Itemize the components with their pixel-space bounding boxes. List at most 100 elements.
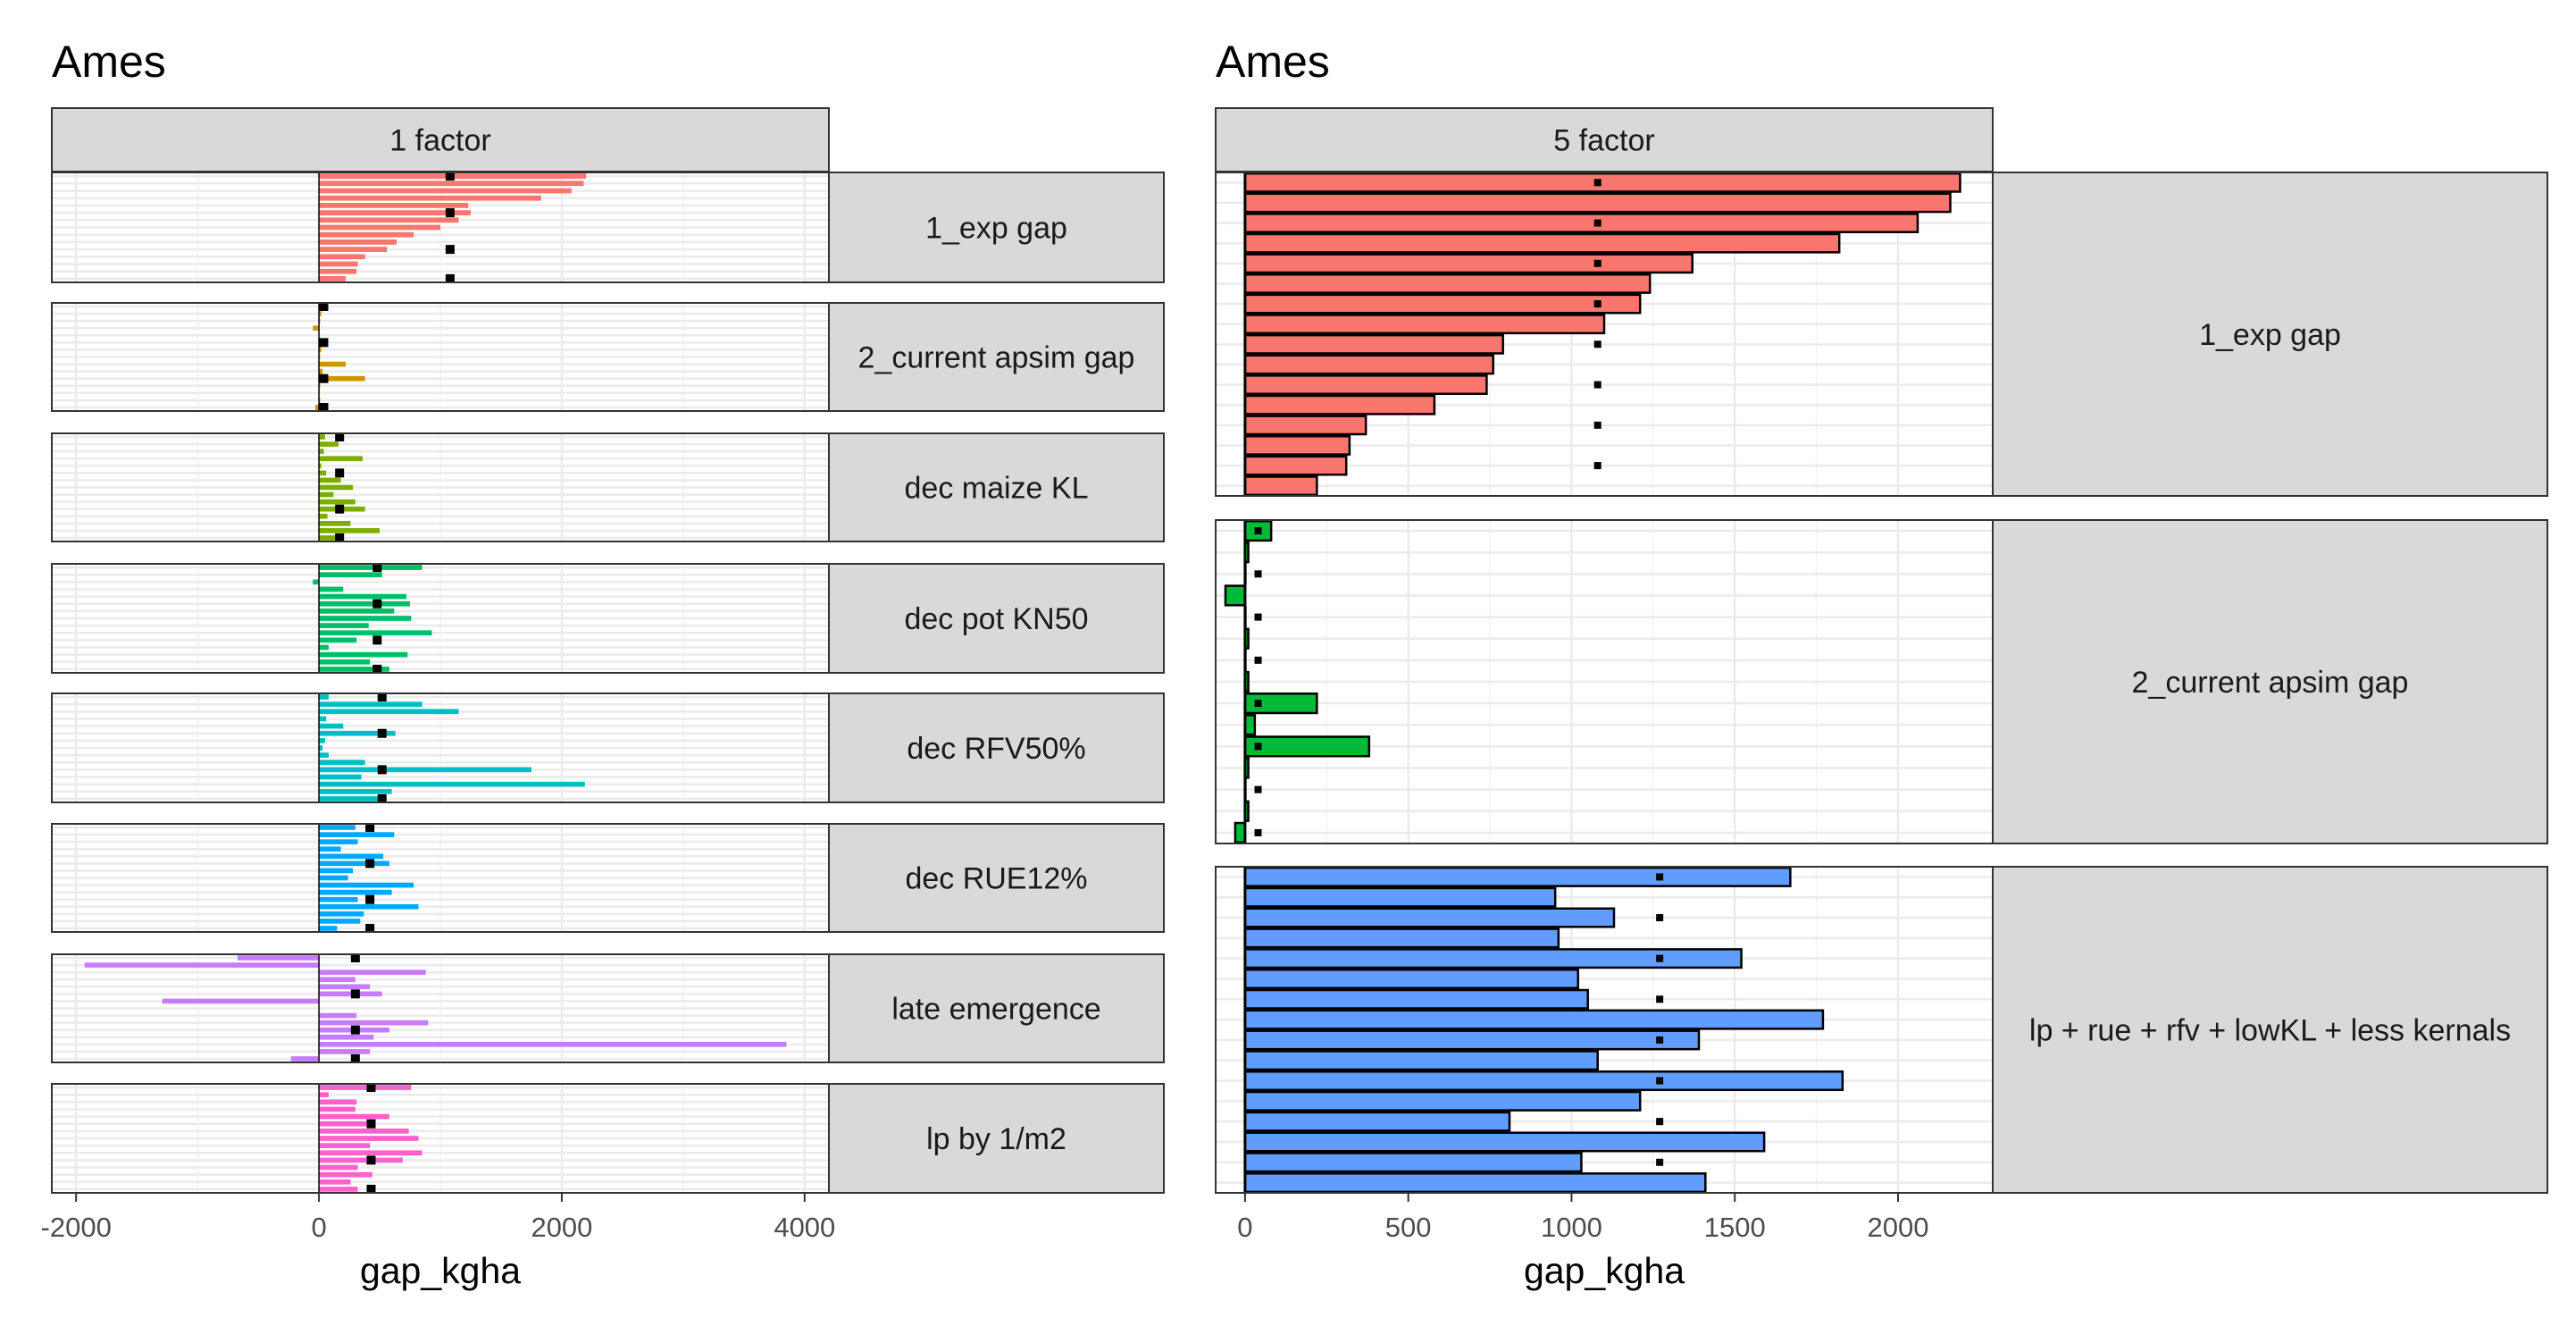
bar-late-emergence [319, 1020, 429, 1026]
bar-dec-pot-kn50 [319, 659, 371, 665]
bar-late-emergence [319, 1034, 374, 1040]
bar-2-current-apsim-gap [1243, 735, 1371, 758]
row-strip-label-dec-maize-kl: dec maize KL [905, 472, 1089, 506]
bar-dec-rfv50 [319, 738, 325, 743]
bar-lp-by-1-m2 [319, 1099, 357, 1105]
mean-marker [377, 793, 387, 803]
bar-dec-maize-kl [319, 441, 339, 447]
mean-marker [445, 172, 455, 181]
bar-lp-by-1-m2 [319, 1092, 329, 1098]
bar-dec-rfv50 [319, 788, 392, 794]
bar-dec-maize-kl [319, 535, 339, 541]
bar-1-exp-gap [1243, 213, 1919, 233]
x-tick-label: 0 [311, 1212, 326, 1243]
mean-marker [1593, 462, 1602, 470]
mean-marker [445, 245, 455, 255]
bar-late-emergence [319, 977, 355, 983]
bar-dec-rfv50 [319, 760, 365, 766]
row-strip [828, 692, 1165, 803]
bar-1-exp-gap [1243, 253, 1694, 274]
bar-1-exp-gap [1243, 293, 1642, 315]
bar-1-exp-gap [1243, 415, 1367, 436]
bar-dec-rfv50 [319, 723, 344, 729]
row-strip [828, 823, 1165, 933]
bar-dec-rfv50 [319, 701, 422, 708]
bar-lp-rue-rfv-lowkl-less-kernals [1243, 1090, 1642, 1112]
bar-1-exp-gap [1243, 273, 1652, 294]
x-tick-label: 4000 [774, 1212, 835, 1243]
mean-marker [1656, 1158, 1664, 1166]
mean-marker [319, 402, 329, 412]
bar-1-exp-gap [319, 239, 397, 245]
bar-1-exp-gap [1243, 394, 1436, 415]
mean-marker [1593, 381, 1602, 389]
bar-lp-rue-rfv-lowkl-less-kernals [1243, 1009, 1825, 1030]
bar-2-current-apsim-gap [1224, 584, 1247, 607]
bar-dec-rue12 [319, 919, 361, 924]
bar-dec-rue12 [319, 911, 364, 917]
bar-dec-maize-kl [319, 484, 354, 491]
row-strip-label-1-exp-gap: 1_exp gap [925, 212, 1067, 246]
bar-2-current-apsim-gap [313, 325, 320, 332]
bar-lp-rue-rfv-lowkl-less-kernals [1243, 1111, 1511, 1132]
bar-dec-rue12 [319, 868, 354, 874]
bar-lp-by-1-m2 [319, 1129, 409, 1134]
mean-marker [445, 208, 455, 218]
bar-dec-rue12 [319, 846, 341, 852]
facet-panel-1-exp-gap: 1_exp gap [51, 172, 1165, 283]
bar-late-emergence [319, 984, 371, 990]
facet-panel-dec-maize-kl: dec maize KL [51, 432, 1165, 542]
mean-marker [1254, 743, 1262, 751]
bar-dec-maize-kl [319, 463, 322, 469]
bar-dec-pot-kn50 [319, 644, 329, 650]
bar-lp-rue-rfv-lowkl-less-kernals [1243, 1172, 1707, 1194]
bar-1-exp-gap [1243, 475, 1318, 497]
bar-late-emergence [162, 998, 320, 1004]
row-strip-label-lp-by-1-m2: lp by 1/m2 [926, 1122, 1066, 1156]
row-strip [828, 172, 1165, 283]
bar-dec-maize-kl [319, 528, 381, 533]
bar-1-exp-gap [319, 210, 471, 215]
mean-marker [335, 533, 345, 542]
bar-1-exp-gap [319, 231, 414, 238]
facet-panel-2-current-apsim-gap: 2_current apsim gap [51, 302, 1165, 412]
mean-marker [1593, 259, 1602, 267]
mean-marker [1254, 785, 1262, 793]
bar-dec-pot-kn50 [319, 608, 395, 614]
bar-1-exp-gap [319, 276, 346, 281]
column-strip [51, 107, 830, 172]
bar-dec-rue12 [319, 926, 338, 931]
mean-marker [366, 1083, 376, 1093]
mean-marker [365, 894, 375, 904]
facet-panel-1-exp-gap: 1_exp gap [1215, 172, 2548, 497]
row-strip [828, 953, 1165, 1063]
x-tick-label: 2000 [531, 1212, 592, 1243]
bar-dec-pot-kn50 [319, 586, 344, 592]
bar-dec-pot-kn50 [319, 630, 432, 636]
mean-marker [1593, 219, 1602, 227]
bar-1-exp-gap [1243, 354, 1494, 375]
bar-1-exp-gap [1243, 374, 1488, 395]
bar-1-exp-gap [319, 180, 584, 187]
facet-panel-dec-rfv50: dec RFV50% [51, 692, 1165, 803]
bar-late-emergence [319, 969, 426, 975]
bar-dec-pot-kn50 [319, 565, 422, 570]
bar-2-current-apsim-gap [319, 347, 322, 353]
bar-dec-rue12 [319, 875, 348, 881]
row-strip [828, 563, 1165, 674]
mean-marker [365, 923, 375, 933]
chart-title: Ames [1216, 37, 1330, 87]
bar-lp-rue-rfv-lowkl-less-kernals [1243, 1070, 1844, 1092]
bar-1-exp-gap [1243, 333, 1504, 355]
row-strip [1992, 519, 2548, 844]
bar-dec-maize-kl [319, 477, 341, 483]
mean-marker [372, 664, 382, 674]
bar-2-current-apsim-gap [314, 405, 320, 410]
mean-marker [1593, 179, 1602, 187]
x-tick-label: 0 [1237, 1212, 1252, 1243]
bar-late-emergence [84, 962, 320, 968]
x-tick-label: 2000 [1868, 1212, 1929, 1243]
bar-dec-rfv50 [319, 709, 459, 715]
bar-dec-pot-kn50 [319, 623, 369, 628]
x-tick-label: 500 [1385, 1212, 1432, 1243]
